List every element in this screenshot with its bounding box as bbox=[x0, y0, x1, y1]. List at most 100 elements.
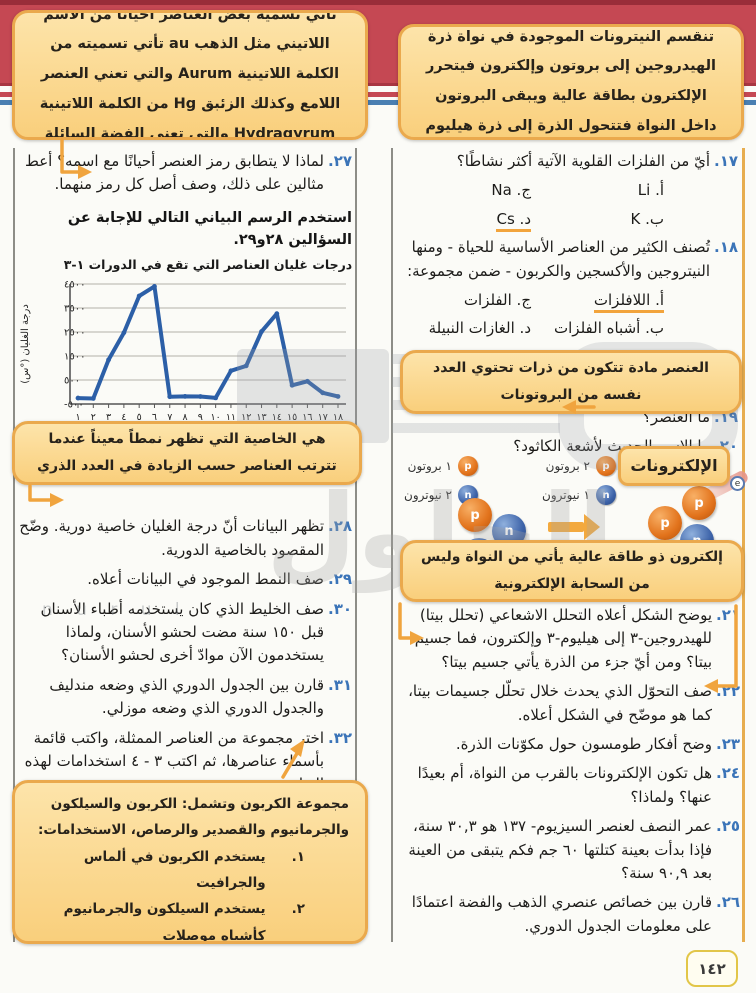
note-latin-names: تأتي تسمية بعض العناصر أحياناً من الاسم … bbox=[12, 10, 368, 140]
question-17: ١٧. أيّ من الفلزات القلوية الآتية أكثر ن… bbox=[398, 150, 738, 173]
carbon-group-item: ١. يستخدم الكربون في ألماس والجرافيت bbox=[31, 844, 349, 897]
option-18-d: د. الغازات النبيلة bbox=[428, 319, 531, 338]
question-27-text: لماذا لا يتطابق رمز العنصر أحيانًا مع اس… bbox=[24, 152, 324, 194]
carbon-item-text: يستخدم الكربون في ألماس والجرافيت bbox=[83, 848, 266, 891]
note-electrons-answer: الإلكترونات bbox=[618, 446, 730, 486]
question-22-text: صف التحوّل الذي يحدث خلال تحلّل جسيمات ب… bbox=[408, 682, 712, 724]
question-22: ٢٢. صف التحوّل الذي يحدث خلال تحلّل جسيم… bbox=[398, 680, 740, 727]
svg-text:١٥٠٠: ١٥٠٠ bbox=[64, 352, 85, 363]
question-28: ٢٨. تظهر البيانات أنّ درجة الغليان خاصية… bbox=[16, 515, 352, 562]
question-28-text: تظهر البيانات أنّ درجة الغليان خاصية دور… bbox=[19, 517, 324, 559]
svg-text:١٥: ١٥ bbox=[287, 412, 297, 423]
svg-text:٢: ٢ bbox=[91, 412, 96, 423]
question-30: ٣٠. صف الخليط الذي كان يستخدمه أطباء الأ… bbox=[16, 598, 352, 668]
note-electrons-answer-text: الإلكترونات bbox=[630, 455, 718, 475]
note-periodic-property: هي الخاصية التي تظهر نمطاً معيناً عندما … bbox=[12, 421, 362, 485]
proton-sphere: p bbox=[682, 486, 716, 520]
question-17-number: ١٧. bbox=[713, 152, 738, 170]
question-18: ١٨. تُصنف الكثير من العناصر الأساسية للح… bbox=[398, 236, 738, 283]
svg-text:٥٠٠-: ٥٠٠- bbox=[64, 400, 84, 411]
electron-icon: e bbox=[730, 476, 745, 491]
carbon-item-text: يستخدم السيلكون والجرمانيوم كأشباه موصلا… bbox=[63, 901, 266, 944]
neutron-icon: n bbox=[596, 485, 616, 505]
note-beta-electron-text: إلكترون ذو طاقة عالية يأتي من النواة ولي… bbox=[421, 549, 723, 592]
decay-arrow-head bbox=[584, 514, 600, 540]
question-28-number: ٢٨. bbox=[327, 517, 352, 536]
question-26-number: ٢٦. bbox=[715, 893, 740, 912]
svg-text:درجات غليان العناصر التي تقع ف: درجات غليان العناصر التي تقع في الدورات … bbox=[64, 257, 352, 272]
question-23-text: وضح أفكار طومسون حول مكوّنات الذرة. bbox=[455, 734, 712, 753]
question-18-options-row-1: أ. اللافلزات ج. الفلزات bbox=[398, 289, 738, 313]
question-30-number: ٣٠. bbox=[327, 599, 352, 618]
question-32-number: ٣٢. bbox=[327, 728, 352, 747]
question-25-text: عمر النصف لعنصر السيزيوم- ١٣٧ هو ٣٠,٣ سن… bbox=[408, 817, 712, 882]
option-18-a-answer: أ. اللافلزات bbox=[531, 289, 664, 313]
svg-text:١٧: ١٧ bbox=[318, 412, 328, 423]
question-27: ٢٧. لماذا لا يتطابق رمز العنصر أحيانًا م… bbox=[16, 150, 352, 197]
svg-text:٩: ٩ bbox=[198, 412, 203, 423]
legend-row-proton-left: p ١ بروتون bbox=[396, 456, 478, 476]
question-17-text: أيّ من الفلزات القلوية الآتية أكثر نشاطً… bbox=[456, 152, 710, 170]
question-29-text: صف النمط الموجود في البيانات أعلاه. bbox=[87, 570, 324, 589]
svg-text:١٠: ١٠ bbox=[211, 412, 221, 423]
question-25: ٢٥. عمر النصف لعنصر السيزيوم- ١٣٧ هو ٣٠,… bbox=[398, 815, 740, 885]
question-21: ٢١. يوضح الشكل أعلاه التحلل الاشعاعي (تح… bbox=[398, 604, 740, 674]
option-17-c: ج. Na bbox=[491, 181, 531, 200]
answer-underline-17: د. Cs bbox=[496, 209, 531, 232]
question-26: ٢٦. قارن بين خصائص عنصري الذهب والفضة اع… bbox=[398, 891, 740, 938]
svg-text:٢٥٠٠: ٢٥٠٠ bbox=[64, 328, 85, 339]
svg-text:١٨: ١٨ bbox=[333, 412, 343, 423]
question-31: ٣١. قارن بين الجدول الدوري الذي وضعه مند… bbox=[16, 674, 352, 721]
legend-label: ١ بروتون bbox=[407, 459, 452, 473]
decay-arrow bbox=[548, 522, 584, 532]
legend-label: ١ نيوترون bbox=[542, 488, 590, 502]
question-31-text: قارن بين الجدول الدوري الذي وضعه مندليف … bbox=[49, 675, 324, 718]
question-31-number: ٣١. bbox=[327, 675, 352, 694]
legend-label: ٢ نيوترون bbox=[404, 488, 452, 502]
svg-text:٦: ٦ bbox=[152, 412, 157, 423]
question-22-number: ٢٢. bbox=[715, 682, 740, 701]
question-24-text: هل تكون الإلكترونات بالقرب من النواة، أم… bbox=[417, 764, 712, 806]
proton-icon: p bbox=[458, 456, 478, 476]
svg-text:٣٥٠٠: ٣٥٠٠ bbox=[64, 304, 85, 315]
question-29: ٢٩. صف النمط الموجود في البيانات أعلاه. bbox=[16, 568, 352, 591]
carbon-item-number: ١. bbox=[291, 848, 305, 865]
svg-text:١: ١ bbox=[75, 412, 80, 423]
question-23: ٢٣. وضح أفكار طومسون حول مكوّنات الذرة. bbox=[398, 733, 740, 756]
note-beta-electron: إلكترون ذو طاقة عالية يأتي من النواة ولي… bbox=[400, 540, 744, 602]
note-element-definition-text: العنصر مادة تتكون من ذرات تحتوي العدد نف… bbox=[433, 360, 709, 403]
question-26-text: قارن بين خصائص عنصري الذهب والفضة اعتماد… bbox=[411, 893, 712, 935]
carbon-group-intro: مجموعة الكربون وتشمل: الكربون والسيلكون … bbox=[38, 796, 349, 839]
question-30-text: صف الخليط الذي كان يستخدمه أطباء الأسنان… bbox=[40, 599, 324, 665]
svg-text:١١: ١١ bbox=[226, 412, 236, 423]
svg-text:٧: ٧ bbox=[167, 412, 172, 423]
svg-text:١٤: ١٤ bbox=[272, 412, 282, 423]
svg-text:٣: ٣ bbox=[106, 412, 111, 423]
boiling-point-chart: ٤٥٠٠ ٣٥٠٠ ٢٥٠٠ ١٥٠٠ ٥٠٠ ٥٠٠- ١ ٢ ٣ ٤ ٥ ٦ ٧ ٨ ٩ ١٠ ١١ ١٢ ١٣… bbox=[16, 256, 352, 439]
question-17-options-row-2: ب. K د. Cs bbox=[398, 208, 738, 232]
proton-sphere: p bbox=[458, 498, 492, 532]
carbon-item-number: ٢. bbox=[291, 901, 305, 918]
question-27-number: ٢٧. bbox=[327, 152, 352, 170]
carbon-group-item: ٢. يستخدم السيلكون والجرمانيوم كأشباه مو… bbox=[31, 896, 349, 944]
header-stripe-blue bbox=[0, 100, 756, 105]
note-periodic-property-text: هي الخاصية التي تظهر نمطاً معيناً عندما … bbox=[37, 431, 337, 474]
question-23-number: ٢٣. bbox=[715, 734, 740, 753]
left-question-column: ٢٧. لماذا لا يتطابق رمز العنصر أحيانًا م… bbox=[16, 150, 352, 803]
question-21-text: يوضح الشكل أعلاه التحلل الاشعاعي (تحلل ب… bbox=[414, 606, 712, 671]
proton-icon: p bbox=[596, 456, 616, 476]
question-29-number: ٢٩. bbox=[327, 570, 352, 589]
legend-row-neutron-right: n ١ نيوترون bbox=[540, 485, 616, 505]
header-stripe-red bbox=[0, 92, 756, 97]
option-17-a: أ. Li bbox=[637, 181, 664, 200]
question-17-options-row-1: أ. Li ج. Na bbox=[398, 179, 738, 202]
legend-label: ٢ بروتون bbox=[545, 459, 590, 473]
svg-text:٤٥٠٠: ٤٥٠٠ bbox=[64, 280, 85, 291]
right-column-orange-rule bbox=[742, 148, 745, 942]
note-latin-names-text: تأتي تسمية بعض العناصر أحياناً من الاسم … bbox=[39, 10, 341, 140]
note-hydrogen-decay-text: تنقسم النيترونات الموجودة في نواة ذرة ال… bbox=[425, 28, 717, 134]
svg-text:١٦: ١٦ bbox=[302, 412, 312, 423]
note-carbon-group: مجموعة الكربون وتشمل: الكربون والسيلكون … bbox=[12, 780, 368, 944]
note-element-definition: العنصر مادة تتكون من ذرات تحتوي العدد نف… bbox=[400, 350, 742, 414]
svg-text:٥٠٠: ٥٠٠ bbox=[64, 376, 80, 387]
